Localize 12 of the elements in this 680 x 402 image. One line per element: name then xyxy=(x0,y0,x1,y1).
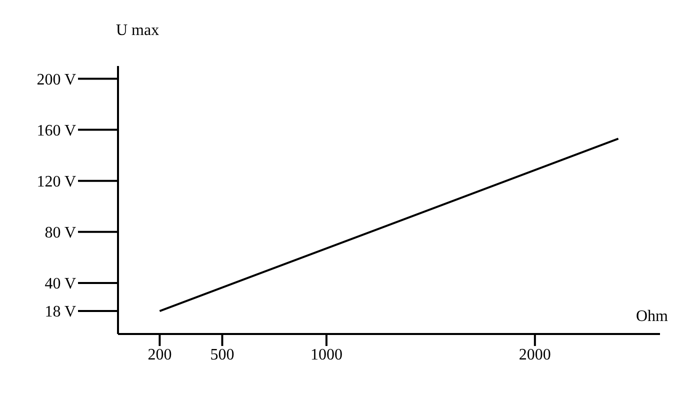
x-tick-label: 200 xyxy=(148,346,172,364)
x-tick-label: 2000 xyxy=(518,346,551,364)
x-axis-title: Ohm xyxy=(636,308,668,326)
y-tick-label: 160 V xyxy=(36,122,76,140)
x-tick-label: 1000 xyxy=(310,346,342,364)
y-tick-label: 18 V xyxy=(44,304,76,321)
y-tick-label: 80 V xyxy=(44,224,76,242)
y-tick-label: 120 V xyxy=(36,174,76,191)
y-axis-title: U max xyxy=(116,22,160,40)
y-tick-label: 200 V xyxy=(36,71,76,88)
y-tick-label: 40 V xyxy=(44,276,76,293)
x-tick-label: 500 xyxy=(210,346,234,364)
